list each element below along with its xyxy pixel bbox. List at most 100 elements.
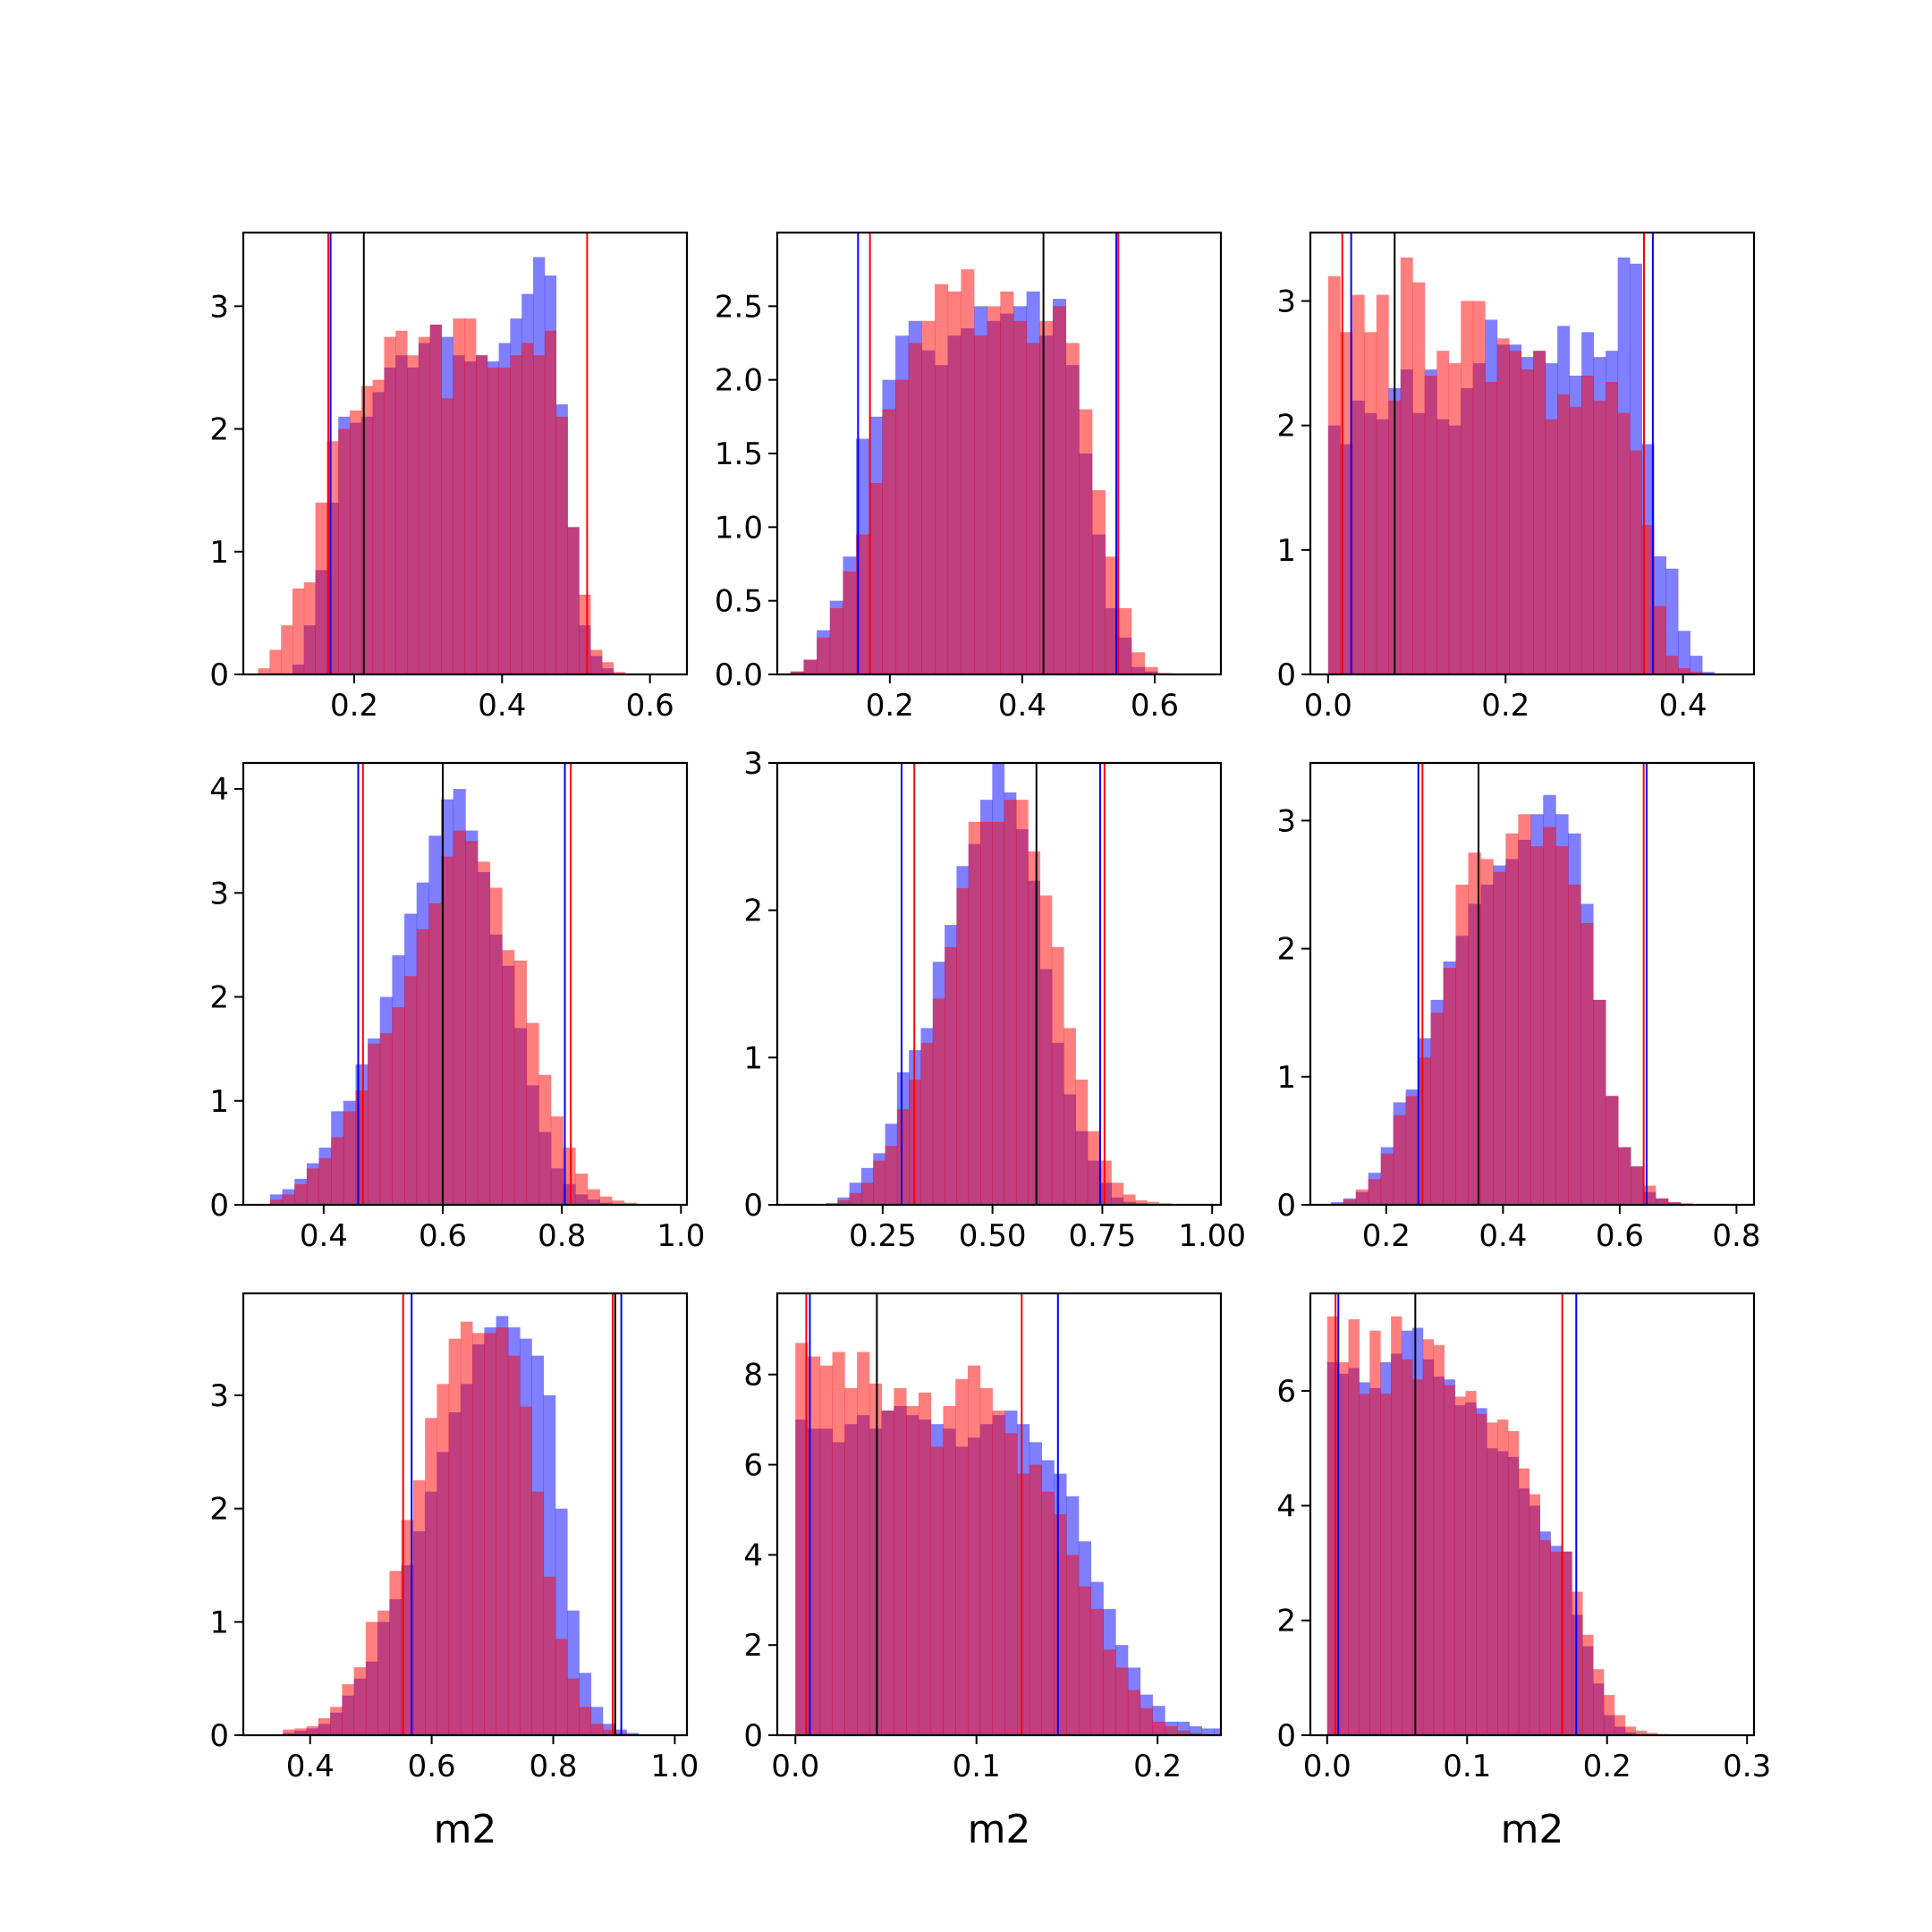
histogram-bar	[1013, 320, 1028, 674]
histogram-bar	[1015, 800, 1029, 1205]
histogram-bar	[1105, 556, 1119, 674]
y-tick-label: 4	[1276, 1488, 1296, 1524]
histogram-bar	[441, 856, 454, 1205]
histogram-panel-5: 0.25 0.50 0.75 1.00 0 1 2 3	[743, 746, 1246, 1254]
histogram-bar	[935, 284, 949, 674]
histogram-bar	[507, 1355, 521, 1735]
x-tick-label: 0.6	[419, 1218, 467, 1254]
histogram-bar	[429, 324, 442, 674]
histogram-bar	[1039, 895, 1053, 1205]
histogram-bar	[404, 976, 418, 1205]
histogram-bar	[856, 534, 870, 674]
histogram-bar	[817, 637, 831, 674]
histogram-bar	[590, 1724, 604, 1735]
histogram-bar	[1487, 1422, 1498, 1735]
histogram-bar	[441, 398, 453, 674]
histogram-bar	[1111, 1182, 1124, 1205]
x-tick-label: 0.8	[529, 1749, 577, 1784]
histogram-bar	[1405, 1096, 1419, 1205]
histogram-bar	[377, 1610, 390, 1735]
histogram-bar	[472, 1333, 485, 1735]
histogram-bar	[974, 335, 988, 674]
histogram-bar	[612, 1200, 625, 1205]
series-2	[826, 800, 1172, 1205]
histogram-bar	[1177, 1730, 1191, 1735]
y-tick-label: 2.0	[715, 363, 763, 399]
histogram-bar	[1054, 1514, 1067, 1735]
histogram-bar	[315, 502, 327, 674]
histogram-bar	[1115, 1667, 1129, 1735]
histogram-bar	[1461, 301, 1474, 674]
y-tick-label: 3	[743, 746, 763, 782]
axes-frame	[242, 1292, 689, 1737]
histogram-bar	[575, 1174, 589, 1205]
y-tick-label: 3	[209, 1378, 229, 1414]
y-tick-label: 2	[743, 894, 763, 929]
x-axis-label: m2	[434, 1807, 497, 1852]
histogram-bar	[1593, 400, 1606, 674]
histogram-bar	[590, 649, 603, 674]
histogram-bar	[1380, 1153, 1394, 1205]
histogram-bar	[882, 409, 896, 674]
plot-area	[258, 233, 625, 674]
histogram-bar	[428, 902, 442, 1205]
histogram-bar	[1165, 1725, 1178, 1735]
histogram-bar	[1075, 1080, 1089, 1205]
histogram-bar	[453, 830, 466, 1205]
x-tick-label: 0.1	[953, 1749, 1001, 1784]
histogram-bar	[563, 1148, 576, 1205]
plot-area	[826, 763, 1172, 1205]
histogram-bar	[1079, 409, 1093, 674]
histogram-bar	[436, 1384, 450, 1735]
y-tick-label: 3	[209, 876, 229, 911]
histogram-bar	[365, 1622, 378, 1735]
histogram-bar	[1518, 814, 1531, 1205]
histogram-bar	[538, 1074, 552, 1205]
histogram-bar	[1131, 652, 1145, 674]
histogram-bar	[475, 355, 488, 674]
x-tick-label: 0.4	[1659, 688, 1707, 724]
histogram-bar	[1496, 338, 1510, 674]
histogram-bar	[1530, 846, 1544, 1205]
histogram-bar	[1593, 1669, 1605, 1735]
x-axis-label: m2	[1501, 1807, 1564, 1852]
histogram-bar	[1665, 568, 1679, 674]
histogram-bar	[294, 1728, 308, 1735]
histogram-bar	[1352, 294, 1365, 674]
histogram-bar	[1593, 999, 1606, 1205]
histogram-bar	[1678, 631, 1690, 674]
histogram-bar	[342, 1684, 355, 1735]
x-tick-label: 0.4	[300, 1218, 348, 1254]
histogram-bar	[489, 887, 503, 1205]
histogram-bar	[1454, 1396, 1466, 1735]
axes-frame	[775, 761, 1223, 1207]
histogram-bar	[602, 1729, 615, 1735]
histogram-bar	[968, 821, 981, 1205]
x-tick-label: 1.0	[650, 1749, 699, 1784]
histogram-bar	[1099, 1160, 1112, 1205]
series-2	[795, 1343, 1221, 1735]
plot-area	[269, 763, 637, 1205]
histogram-bar	[979, 1387, 993, 1735]
histogram-panel-1: 0.2 0.4 0.6 0 1 2 3	[209, 231, 689, 724]
y-tick-label: 1	[209, 1605, 229, 1640]
y-tick-label: 0	[1276, 1718, 1296, 1754]
histogram-bar	[906, 1406, 919, 1735]
histogram-bar	[1368, 1179, 1382, 1205]
histogram-bar	[1480, 859, 1494, 1205]
x-tick-label: 0.50	[959, 1218, 1027, 1254]
histogram-bar	[1028, 851, 1040, 1205]
histogram-bar	[1702, 672, 1715, 674]
histogram-bar	[1505, 833, 1519, 1205]
histogram-bar	[873, 1160, 886, 1205]
histogram-bar	[980, 821, 993, 1205]
histogram-bar	[484, 1333, 497, 1735]
histogram-bar	[1618, 1147, 1631, 1205]
histogram-bar	[1624, 1726, 1637, 1735]
histogram-bar	[1472, 301, 1486, 674]
histogram-bar	[1355, 1189, 1369, 1205]
histogram-bar	[837, 1200, 851, 1205]
histogram-bar	[1412, 282, 1426, 674]
plot-area	[795, 1293, 1221, 1735]
